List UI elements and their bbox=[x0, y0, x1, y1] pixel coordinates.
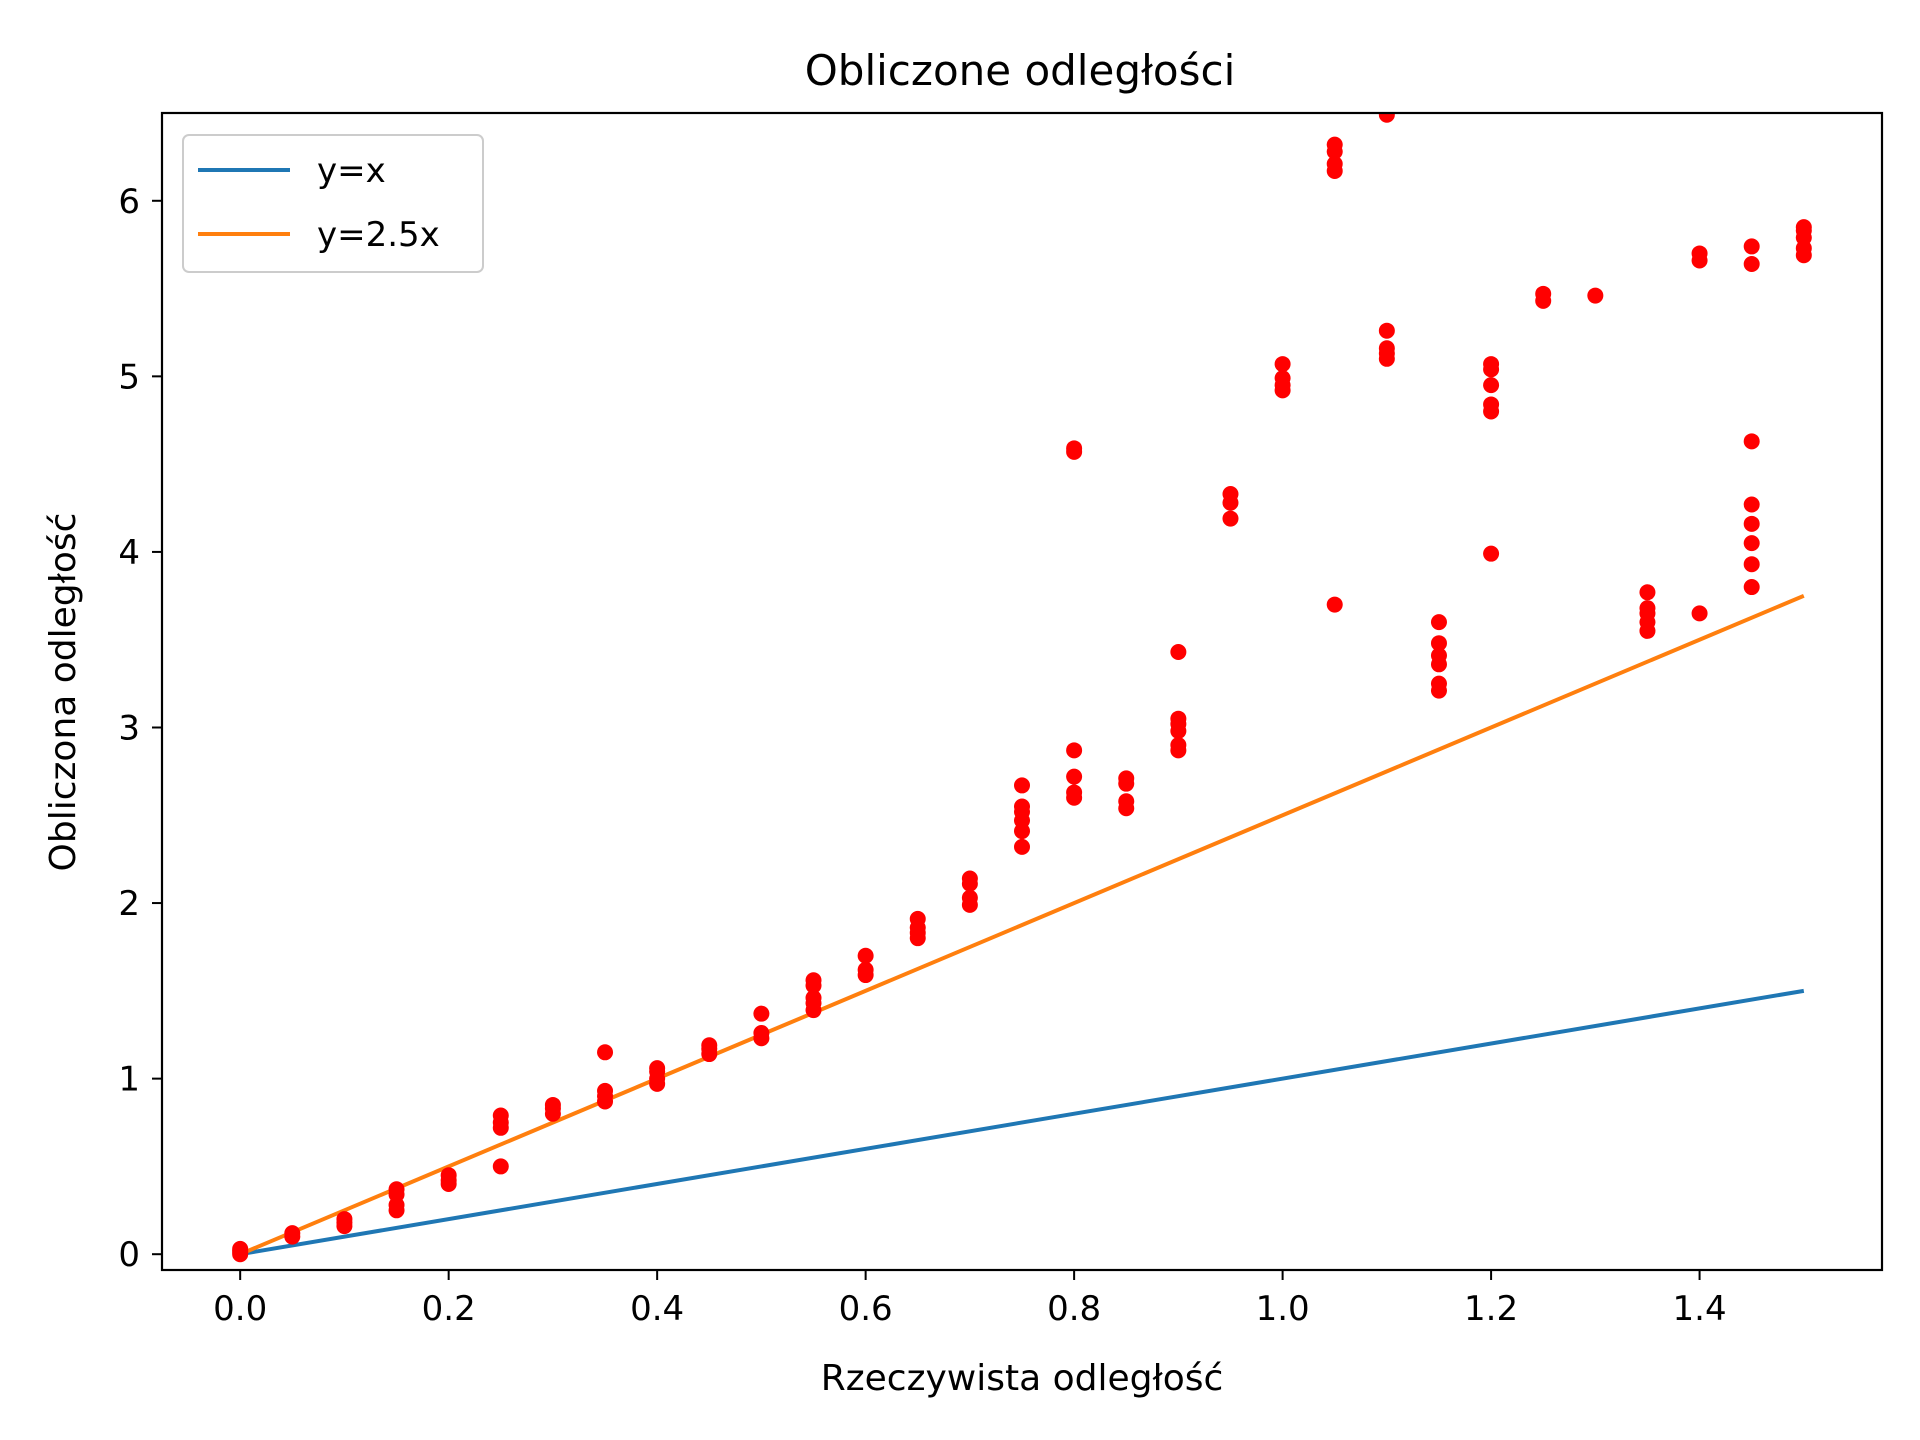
scatter-point bbox=[1587, 287, 1604, 304]
scatter-point bbox=[1066, 440, 1083, 457]
scatter-point bbox=[1066, 768, 1083, 785]
x-tick-label: 0.0 bbox=[213, 1289, 267, 1329]
scatter-point bbox=[1066, 742, 1083, 759]
scatter-point bbox=[1743, 515, 1760, 532]
scatter-point bbox=[753, 1005, 770, 1022]
y-tick-label: 0 bbox=[118, 1235, 140, 1275]
scatter-point bbox=[232, 1242, 249, 1259]
scatter-point bbox=[1118, 793, 1135, 810]
legend: y=x y=2.5x bbox=[182, 134, 484, 273]
scatter-point bbox=[1639, 584, 1656, 601]
scatter-point bbox=[1014, 777, 1030, 794]
chart-title: Obliczone odległości bbox=[805, 46, 1236, 95]
scatter-point bbox=[701, 1037, 718, 1054]
scatter-point bbox=[1483, 545, 1500, 562]
scatter-point bbox=[1535, 285, 1552, 302]
scatter-point bbox=[440, 1167, 457, 1184]
scatter-point bbox=[1170, 643, 1187, 660]
scatter-point bbox=[1743, 556, 1760, 573]
scatter-point bbox=[1378, 340, 1395, 357]
scatter-point bbox=[1483, 356, 1500, 373]
scatter-point bbox=[1483, 396, 1500, 413]
scatter-point bbox=[1639, 600, 1656, 617]
x-tick-label: 1.0 bbox=[1256, 1289, 1310, 1329]
scatter-point bbox=[1430, 675, 1447, 692]
y-tick-label: 6 bbox=[118, 182, 140, 222]
scatter-point bbox=[753, 1024, 770, 1041]
scatter-point bbox=[1743, 255, 1760, 272]
x-tick-label: 0.6 bbox=[839, 1289, 893, 1329]
plot-frame bbox=[160, 111, 1884, 1272]
scatter-point bbox=[1326, 155, 1343, 172]
scatter-point bbox=[1014, 798, 1030, 815]
scatter-point bbox=[544, 1096, 561, 1113]
y-tick-label: 2 bbox=[118, 884, 140, 924]
scatter-point bbox=[1691, 245, 1708, 262]
y-axis-title: Obliczona odległość bbox=[43, 513, 84, 872]
scatter-point bbox=[1066, 784, 1083, 801]
series-line-0 bbox=[239, 988, 1805, 1257]
x-tick-label: 0.2 bbox=[422, 1289, 476, 1329]
x-axis-title: Rzeczywista odległość bbox=[821, 1358, 1224, 1399]
scatter-point bbox=[492, 1107, 509, 1124]
scatter-point bbox=[1743, 238, 1760, 255]
scatter-point bbox=[961, 870, 978, 887]
scatter-point bbox=[1430, 647, 1447, 664]
x-tick-label: 0.4 bbox=[630, 1289, 684, 1329]
legend-label-1: y=2.5x bbox=[317, 215, 440, 255]
scatter-point bbox=[1378, 113, 1395, 123]
scatter-point bbox=[1326, 136, 1343, 153]
scatter-point bbox=[1743, 496, 1760, 513]
scatter-point bbox=[1743, 535, 1760, 552]
scatter-point bbox=[805, 972, 822, 989]
scatter-point bbox=[1014, 838, 1030, 855]
x-tick-label: 1.4 bbox=[1673, 1289, 1727, 1329]
scatter-point bbox=[1483, 377, 1500, 394]
scatter-point bbox=[1430, 635, 1447, 652]
scatter-point bbox=[857, 961, 874, 978]
y-tick-label: 1 bbox=[118, 1060, 140, 1100]
scatter-point bbox=[1743, 433, 1760, 450]
scatter-point bbox=[1170, 710, 1187, 727]
y-tick-label: 4 bbox=[118, 533, 140, 573]
scatter-point bbox=[1170, 737, 1187, 754]
scatter-point bbox=[284, 1225, 301, 1242]
scatter-point bbox=[649, 1060, 666, 1077]
scatter-point bbox=[857, 947, 874, 964]
scatter-point bbox=[597, 1044, 614, 1061]
scatter-point bbox=[597, 1082, 614, 1099]
scatter-point bbox=[1795, 219, 1812, 236]
scatter-point bbox=[336, 1211, 353, 1228]
scatter-point bbox=[1378, 322, 1395, 339]
y-tick-label: 5 bbox=[118, 357, 140, 397]
scatter-point bbox=[492, 1158, 509, 1175]
scatter-point bbox=[388, 1181, 405, 1198]
y-tick-label: 3 bbox=[118, 708, 140, 748]
x-tick-label: 0.8 bbox=[1047, 1289, 1101, 1329]
scatter-point bbox=[909, 910, 926, 927]
scatter-point bbox=[1222, 485, 1239, 502]
scatter-point bbox=[1274, 356, 1291, 373]
scatter-point bbox=[961, 889, 978, 906]
scatter-point bbox=[1118, 770, 1135, 787]
scatter-point bbox=[1274, 370, 1291, 387]
scatter-point bbox=[805, 989, 822, 1006]
scatter-point bbox=[1222, 510, 1239, 527]
scatter-point bbox=[1691, 605, 1708, 622]
scatter-point bbox=[1430, 614, 1447, 631]
legend-label-0: y=x bbox=[317, 151, 386, 191]
scatter-point bbox=[1326, 596, 1343, 613]
x-tick-label: 1.2 bbox=[1464, 1289, 1518, 1329]
series-line-1 bbox=[239, 593, 1805, 1257]
scatter-point bbox=[1743, 579, 1760, 596]
